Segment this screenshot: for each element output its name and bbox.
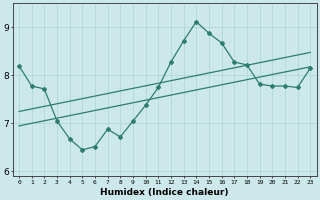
X-axis label: Humidex (Indice chaleur): Humidex (Indice chaleur): [100, 188, 229, 197]
